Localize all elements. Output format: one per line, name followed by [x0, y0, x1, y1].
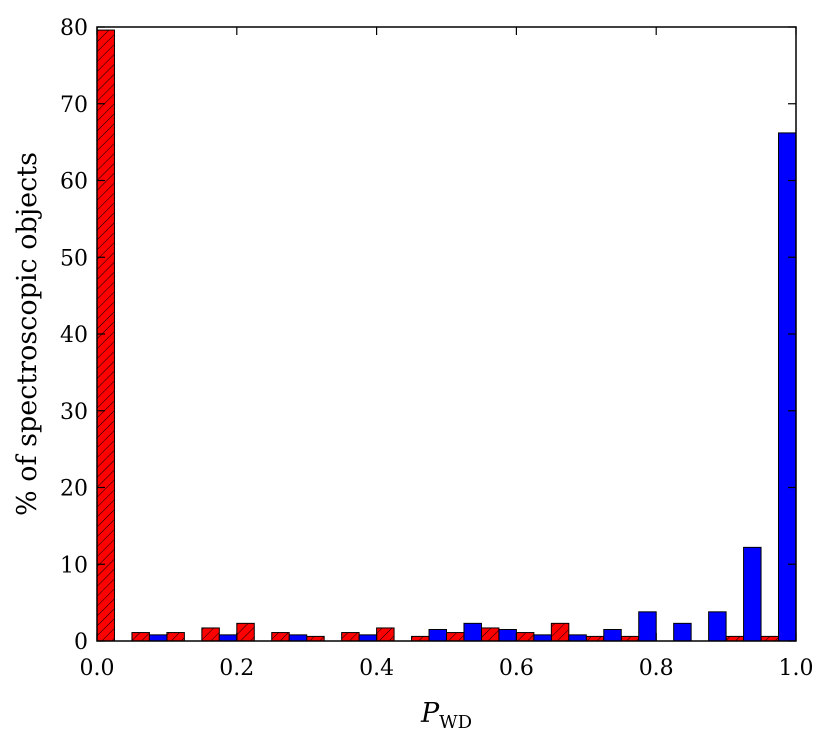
x-tick-label: 0.4 — [359, 656, 394, 681]
bar-series1-bin1 — [96, 29, 115, 642]
bar-series2-bin10 — [428, 628, 447, 642]
y-tick-label: 0 — [74, 630, 88, 655]
bars — [96, 29, 797, 642]
x-axis-label-main: P — [420, 698, 440, 729]
bar-series2-bin19 — [743, 546, 762, 642]
x-axis-label: PWD — [420, 698, 472, 733]
y-axis-label: % of spectroscopic objects — [12, 152, 43, 516]
bar-series2-bin13 — [533, 634, 552, 642]
bar-series1-bin3 — [166, 632, 185, 642]
x-tick-label: 0.2 — [219, 656, 254, 681]
bar-series1-bin4 — [201, 627, 220, 642]
y-tick-label: 20 — [60, 477, 88, 502]
x-tick-label: 0.8 — [639, 656, 674, 681]
bar-series1-bin6 — [271, 632, 290, 642]
bar-series2-bin15 — [603, 628, 622, 642]
y-tick-label: 40 — [60, 323, 88, 348]
y-tick-label: 80 — [60, 16, 88, 41]
bar-series1-bin14 — [550, 622, 570, 642]
bar-series1-bin8 — [341, 632, 360, 642]
y-tick-label: 70 — [60, 93, 88, 118]
bar-series1-bin2 — [131, 632, 150, 642]
x-axis-label-subscript: WD — [439, 712, 472, 733]
y-tick-label: 10 — [60, 553, 88, 578]
y-tick-label: 30 — [60, 400, 88, 425]
x-tick-label: 1.0 — [779, 656, 814, 681]
tick-labels: 0 10 20 30 40 50 60 70 80 0.0 0.2 0.4 0.6 0.8 1.0 — [60, 16, 814, 681]
bar-series2-bin4 — [218, 634, 238, 642]
bar-series2-bin2 — [148, 634, 168, 642]
y-tick-label: 60 — [60, 170, 88, 195]
bar-series1-bin13 — [515, 632, 535, 642]
bar-series1-bin9 — [376, 627, 395, 642]
plot-frame — [96, 26, 797, 642]
x-tick-label: 0.0 — [80, 656, 115, 681]
bar-series2-bin12 — [498, 628, 517, 642]
bar-series2-bin18 — [708, 611, 727, 642]
bar-series1-bin5 — [236, 622, 255, 642]
bar-series2-bin16 — [638, 611, 657, 642]
bar-series2-bin8 — [358, 634, 378, 642]
x-tick-label: 0.6 — [499, 656, 534, 681]
bar-series2-bin14 — [568, 634, 587, 642]
ticks — [96, 26, 797, 642]
bar-series1-bin11 — [446, 632, 465, 642]
y-tick-label: 50 — [60, 246, 88, 271]
bar-series2-bin17 — [673, 622, 692, 642]
bar-series2-bin11 — [463, 622, 482, 642]
bar-series2-bin6 — [288, 634, 308, 642]
bar-series1-bin12 — [480, 627, 500, 642]
